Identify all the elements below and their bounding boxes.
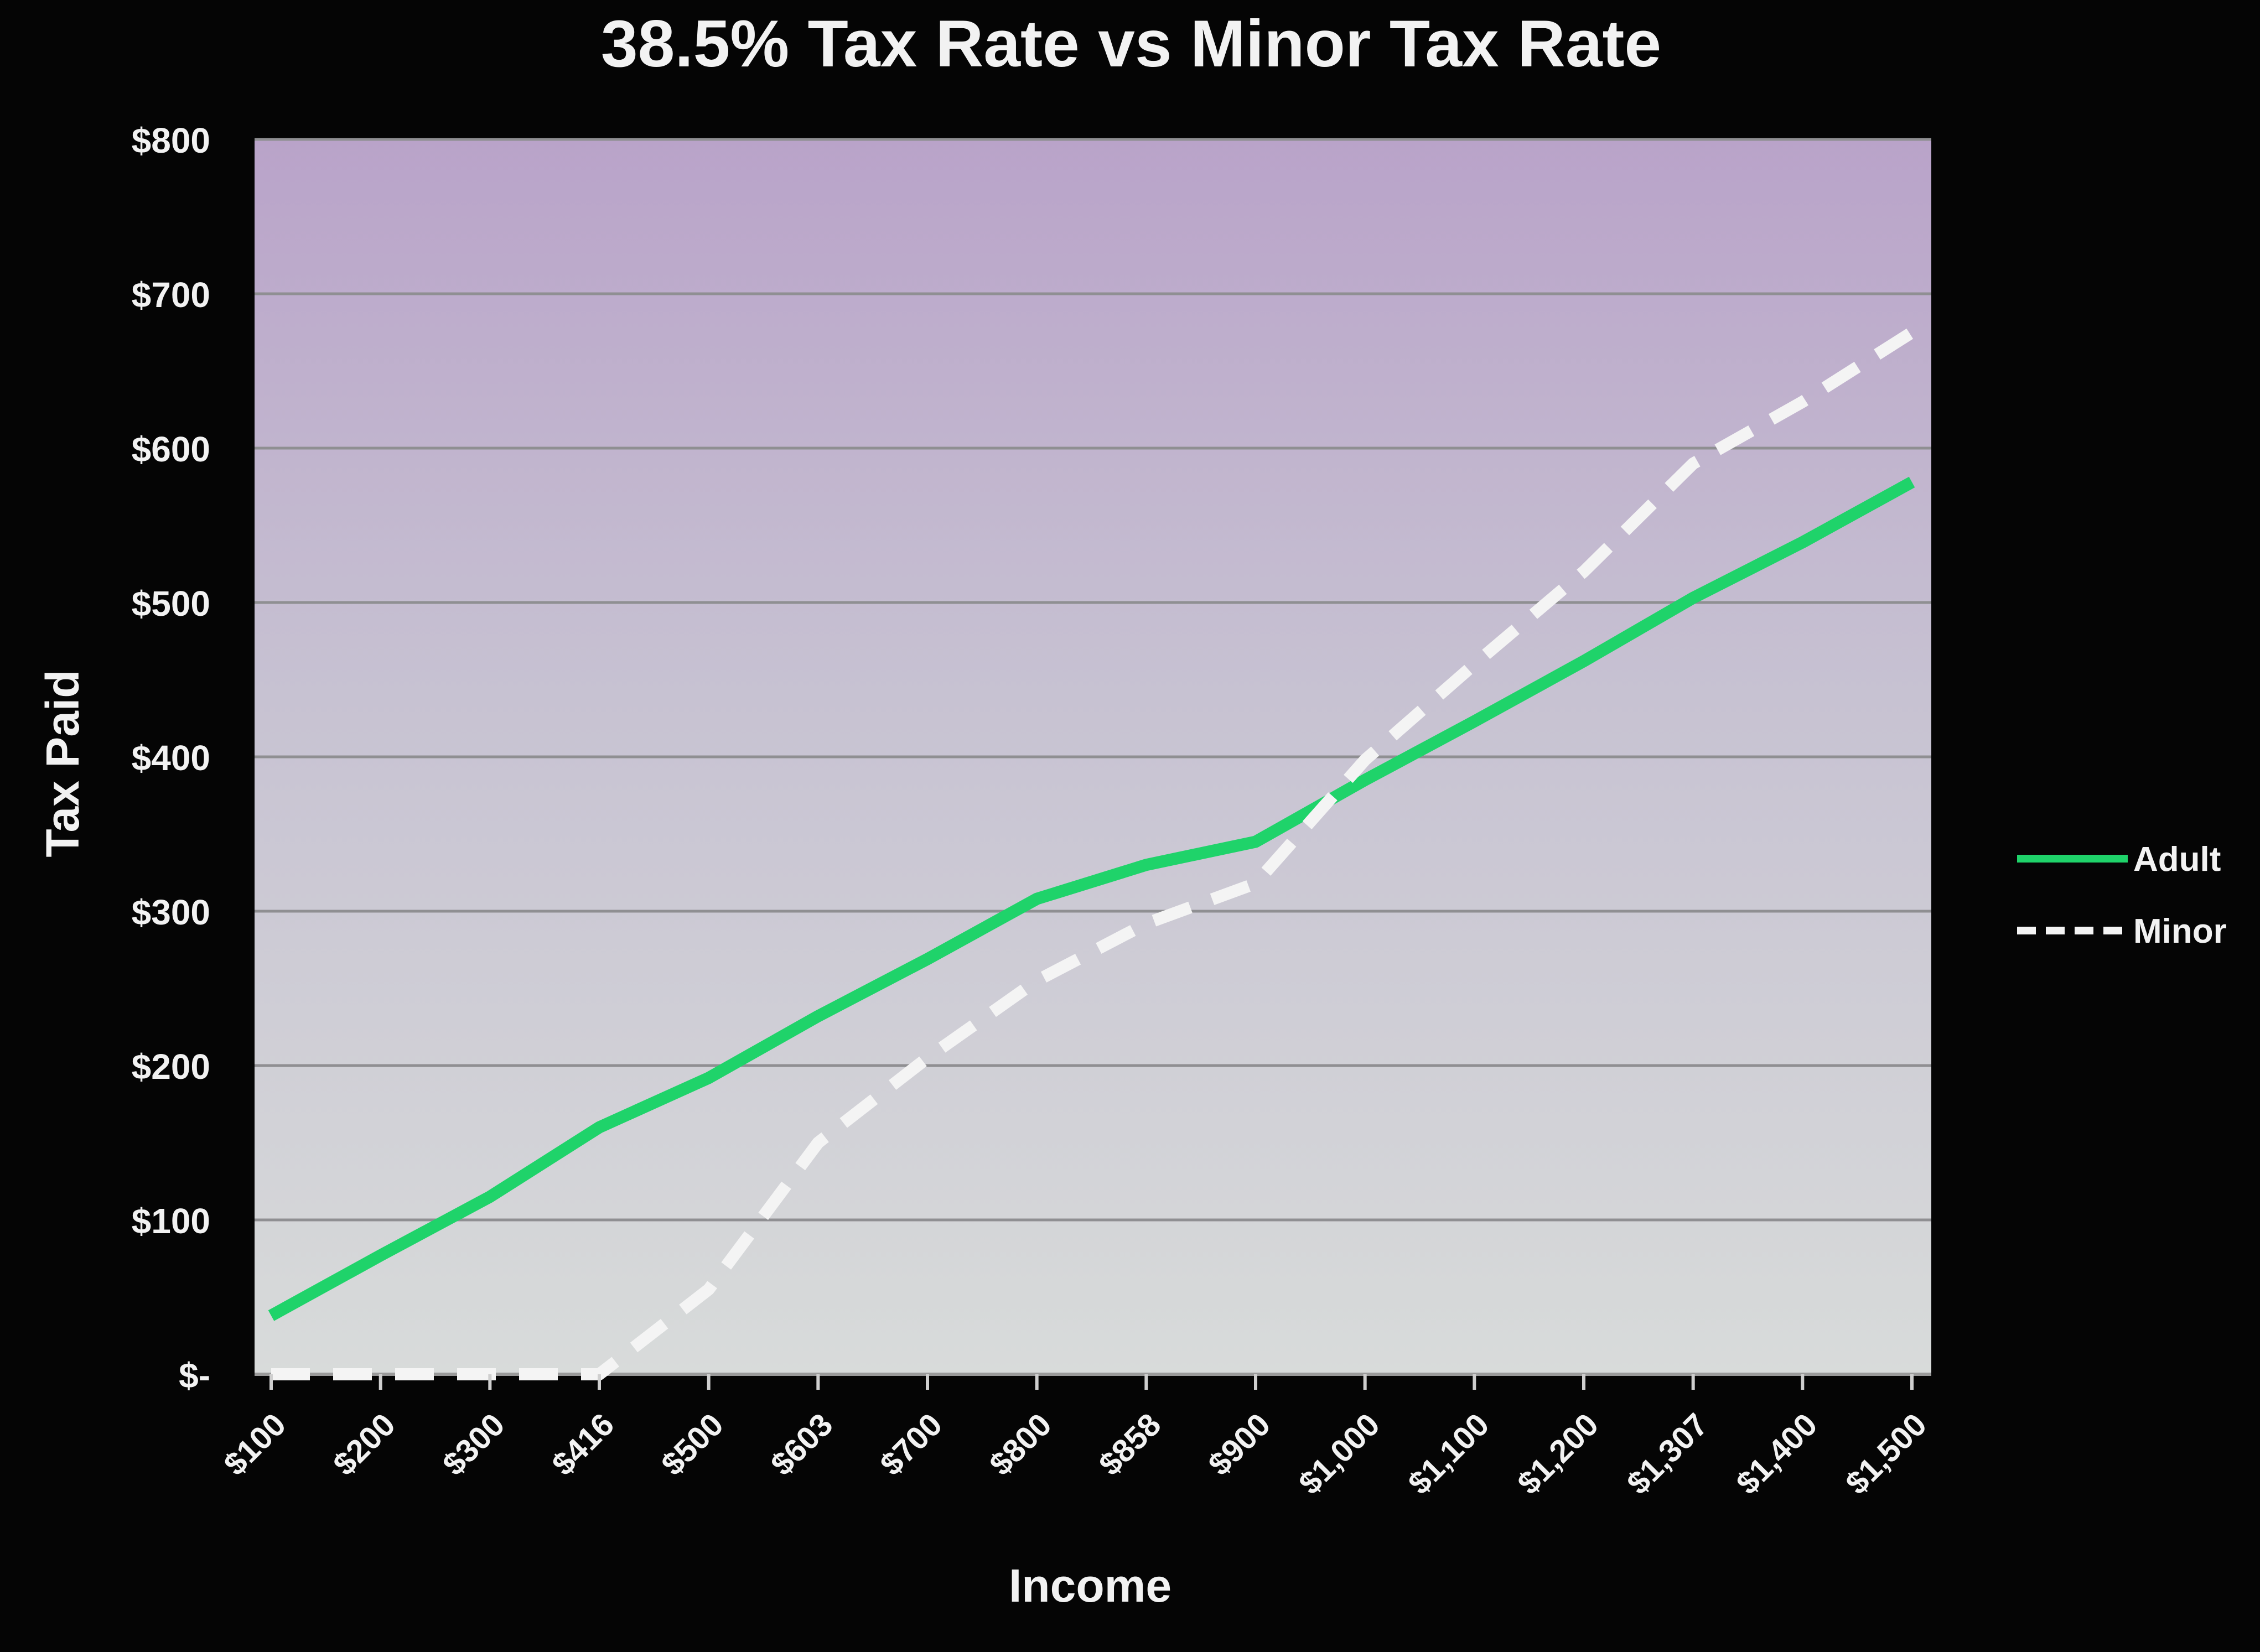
x-tick-label: $603 — [764, 1406, 839, 1482]
x-tick-label: $1,307 — [1620, 1406, 1714, 1501]
y-tick-label: $300 — [132, 892, 210, 932]
gridlines — [255, 138, 1931, 1376]
x-tick-label: $700 — [873, 1406, 949, 1482]
y-tick-label: $100 — [132, 1201, 210, 1241]
y-tick-label: $400 — [132, 738, 210, 778]
x-axis-ticks: $100 $200 $300 $416 $500 $603 $700 $800 $858 $900… — [217, 1374, 1934, 1502]
x-tick-label: $200 — [326, 1406, 402, 1482]
x-tick-label: $1,100 — [1401, 1406, 1496, 1501]
series-layer — [268, 327, 1915, 1380]
x-tick-label: $416 — [545, 1406, 621, 1482]
x-tick-label: $1,400 — [1729, 1406, 1824, 1501]
x-tick-label: $858 — [1092, 1406, 1168, 1482]
y-tick-label: $500 — [132, 584, 210, 624]
x-tick-label: $1,500 — [1839, 1406, 1934, 1501]
series-line-minor — [271, 327, 1915, 1380]
y-tick-label: $200 — [132, 1047, 210, 1087]
y-tick-label: $600 — [132, 429, 210, 469]
x-axis-label: Income — [1009, 1560, 1172, 1612]
legend-label-minor: Minor — [2133, 912, 2227, 950]
legend: Adult Minor — [2017, 840, 2227, 950]
x-tick-label: $100 — [217, 1406, 293, 1482]
x-tick-label: $300 — [436, 1406, 511, 1482]
y-axis-label: Tax Paid — [37, 669, 89, 857]
y-tick-label: $800 — [132, 121, 210, 160]
x-tick-label: $1,200 — [1511, 1406, 1605, 1501]
series-line-adult — [268, 476, 1915, 1321]
x-tick-label: $500 — [655, 1406, 730, 1482]
y-tick-label: $- — [179, 1355, 210, 1395]
y-tick-label: $700 — [132, 275, 210, 315]
x-tick-label: $800 — [983, 1406, 1059, 1482]
x-tick-label: $1,000 — [1292, 1406, 1386, 1501]
y-axis-ticks: $- $100 $200 $300 $400 $500 $600 $700 $800 — [132, 121, 210, 1395]
legend-label-adult: Adult — [2133, 840, 2221, 879]
chart-title: 38.5% Tax Rate vs Minor Tax Rate — [601, 7, 1661, 81]
x-tick-label: $900 — [1201, 1406, 1277, 1482]
